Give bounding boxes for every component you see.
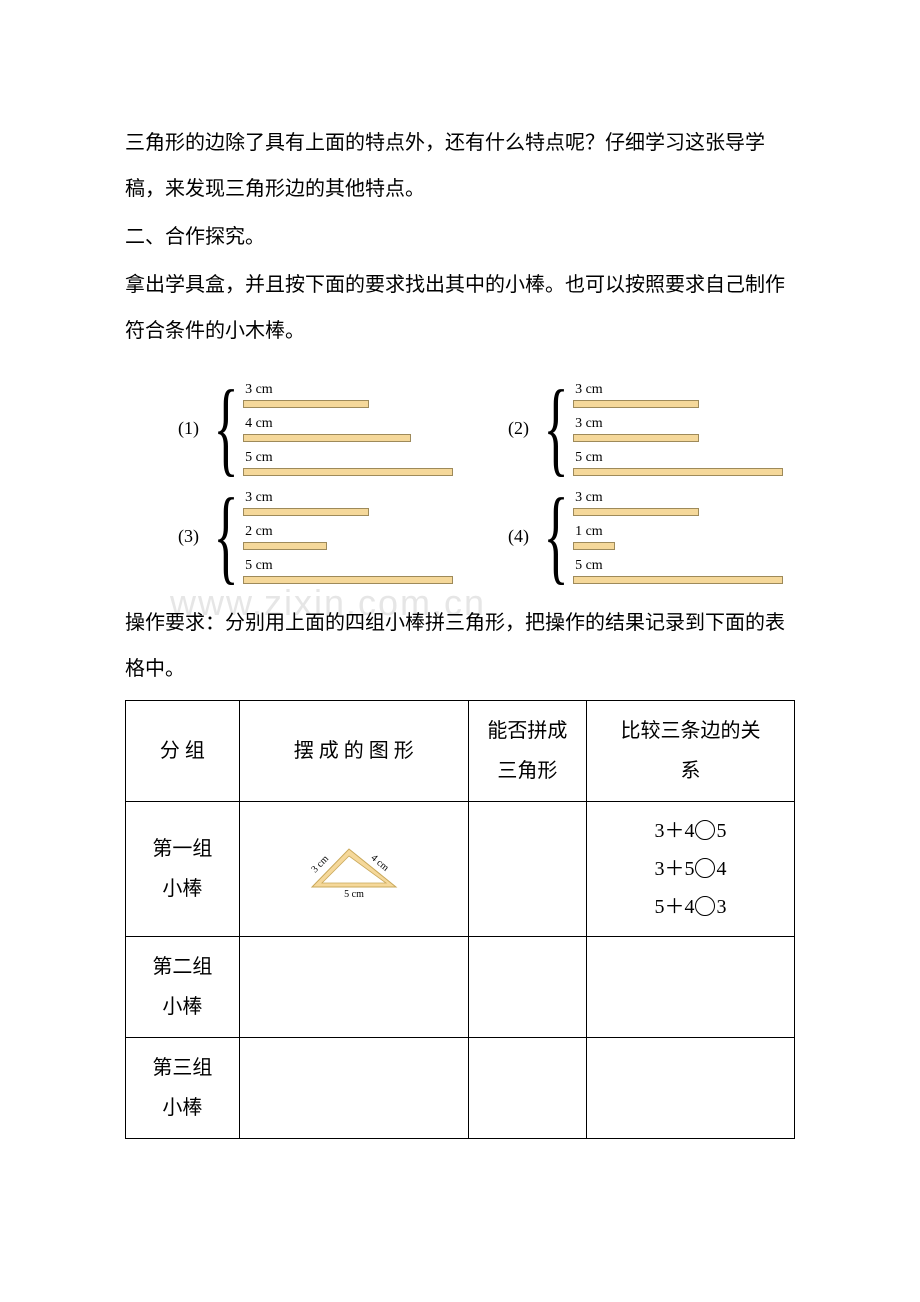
header-group: 分 组 (126, 701, 240, 802)
group-label: (2) (495, 418, 529, 439)
cell-line: 小棒 (162, 996, 202, 1018)
group-2: (2) { 3 cm 3 cm 5 cm (495, 379, 825, 477)
stick-bar (573, 400, 699, 408)
stick-bar (243, 400, 369, 408)
stick-label: 2 cm (245, 524, 273, 540)
brace-icon: { (213, 383, 238, 473)
stick-bar (243, 434, 411, 442)
intro-paragraph: 三角形的边除了具有上面的特点外，还有什么特点呢？仔细学习这张导学稿，来发现三角形… (125, 120, 795, 212)
compare-circle (695, 858, 715, 878)
relation-cell: 3＋453＋545＋43 (586, 802, 794, 937)
stick-label: 1 cm (575, 524, 603, 540)
stick-label: 5 cm (575, 558, 603, 574)
stick-label: 3 cm (245, 490, 273, 506)
group-3: (3) { 3 cm 2 cm 5 cm (165, 487, 495, 585)
group-4: (4) { 3 cm 1 cm 5 cm (495, 487, 825, 585)
stick-bar (243, 542, 327, 550)
shape-cell (239, 1038, 468, 1139)
cell-line: 第二组 (152, 956, 212, 978)
cell-line: 第一组 (152, 838, 212, 860)
header-can-form: 能否拼成 三角形 (468, 701, 586, 802)
group-cell: 第三组 小棒 (126, 1038, 240, 1139)
group-label: (1) (165, 418, 199, 439)
section-heading-2: 二、合作探究。 (125, 214, 795, 260)
header-line: 系 (680, 760, 700, 782)
stick-label: 5 cm (575, 450, 603, 466)
group-label: (4) (495, 526, 529, 547)
compare-circle (695, 820, 715, 840)
header-line: 三角形 (497, 760, 557, 782)
stick: 3 cm (243, 382, 453, 408)
stick-bar (573, 434, 699, 442)
brace-icon: { (543, 491, 568, 581)
stick-bar (243, 508, 369, 516)
stick-bar (243, 576, 453, 584)
group-cell: 第二组 小棒 (126, 937, 240, 1038)
stick: 5 cm (573, 450, 783, 476)
relation-line: 3＋45 (593, 812, 788, 850)
relation-cell (586, 1038, 794, 1139)
cell-line: 小棒 (162, 1097, 202, 1119)
stick: 5 cm (573, 558, 783, 584)
stick-label: 3 cm (245, 382, 273, 398)
stick: 3 cm (573, 416, 783, 442)
relation-cell (586, 937, 794, 1038)
stick: 3 cm (573, 490, 783, 516)
stick-label: 3 cm (575, 416, 603, 432)
relation-line: 3＋54 (593, 850, 788, 888)
table-row: 第一组 小棒 3 cm4 cm5 cm 3＋453＋545＋43 (126, 802, 795, 937)
stick-label: 3 cm (575, 490, 603, 506)
results-table: 分 组 摆 成 的 图 形 能否拼成 三角形 比较三条边的关 系 第一组 小棒 (125, 700, 795, 1139)
sticks-diagram: (1) { 3 cm 4 cm 5 cm (2) { 3 cm 3 cm 5 cm (3… (165, 379, 795, 585)
table-row: 第三组 小棒 (126, 1038, 795, 1139)
header-line: 比较三条边的关 (620, 720, 760, 742)
stick-label: 5 cm (245, 558, 273, 574)
group-1: (1) { 3 cm 4 cm 5 cm (165, 379, 495, 477)
triangle-icon: 3 cm4 cm5 cm (284, 839, 424, 899)
stick: 5 cm (243, 450, 453, 476)
header-compare: 比较三条边的关 系 (586, 701, 794, 802)
brace-icon: { (213, 491, 238, 581)
shape-cell: 3 cm4 cm5 cm (239, 802, 468, 937)
group-cell: 第一组 小棒 (126, 802, 240, 937)
stick-bar (573, 468, 783, 476)
stick-label: 5 cm (245, 450, 273, 466)
header-line: 能否拼成 (487, 720, 567, 742)
stick-label: 3 cm (575, 382, 603, 398)
stick: 1 cm (573, 524, 783, 550)
group-label: (3) (165, 526, 199, 547)
canform-cell (468, 802, 586, 937)
canform-cell (468, 1038, 586, 1139)
svg-text:5 cm: 5 cm (344, 889, 364, 899)
cell-line: 第三组 (152, 1057, 212, 1079)
table-row: 第二组 小棒 (126, 937, 795, 1038)
stick-bar (573, 576, 783, 584)
stick: 3 cm (573, 382, 783, 408)
shape-cell (239, 937, 468, 1038)
header-shape: 摆 成 的 图 形 (239, 701, 468, 802)
compare-circle (695, 896, 715, 916)
stick: 4 cm (243, 416, 453, 442)
stick: 2 cm (243, 524, 453, 550)
canform-cell (468, 937, 586, 1038)
relation-line: 5＋43 (593, 888, 788, 926)
cell-line: 小棒 (162, 878, 202, 900)
stick-bar (243, 468, 453, 476)
operation-requirement: 操作要求：分别用上面的四组小棒拼三角形，把操作的结果记录到下面的表格中。 (125, 600, 795, 692)
stick: 3 cm (243, 490, 453, 516)
stick-label: 4 cm (245, 416, 273, 432)
stick-bar (573, 508, 699, 516)
stick: 5 cm (243, 558, 453, 584)
instruction-paragraph: 拿出学具盒，并且按下面的要求找出其中的小棒。也可以按照要求自己制作符合条件的小木… (125, 262, 795, 354)
stick-bar (573, 542, 615, 550)
brace-icon: { (543, 383, 568, 473)
